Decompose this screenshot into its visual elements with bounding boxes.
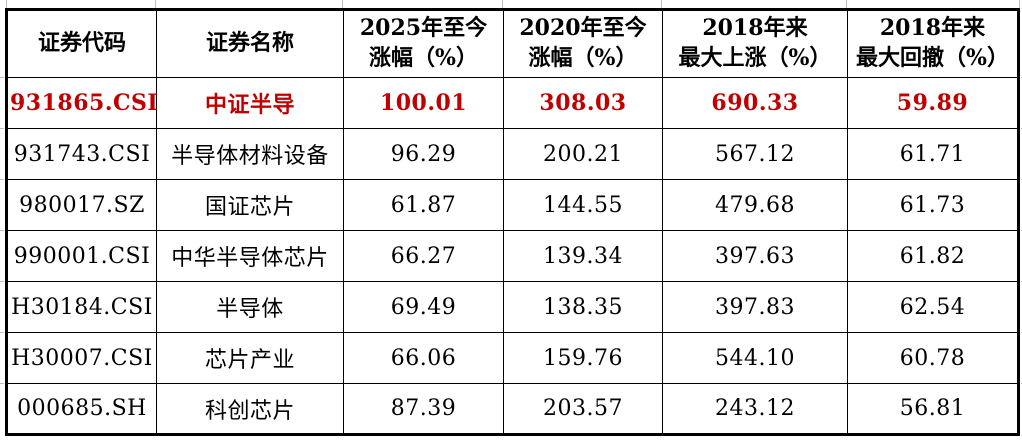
cell-ytd2025: 69.49: [343, 281, 504, 333]
cell-code: 000685.SH: [0, 383, 157, 435]
cell-code: H30184.CSI: [0, 281, 157, 333]
header-row: 证券代码 证券名称 2025年至今 涨幅（%） 2020年至今 涨幅（%） 20…: [5, 0, 1021, 78]
cell-maxrise2018: 690.33: [662, 77, 848, 129]
table-row-highlighted: 931865.CSI 中证半导 100.01 308.03 690.33 59.…: [0, 77, 1022, 129]
table-body: 931865.CSI 中证半导 100.01 308.03 690.33 59.…: [0, 77, 1022, 435]
cell-maxdrawdown2018: 56.81: [847, 383, 1022, 435]
table-row: H30007.CSI 芯片产业 66.06 159.76 544.10 60.7…: [0, 332, 1022, 384]
cell-name: 芯片产业: [156, 332, 344, 384]
index-comparison-table: 证券代码 证券名称 2025年至今 涨幅（%） 2020年至今 涨幅（%） 20…: [0, 0, 1022, 436]
index-comparison-table-region: 证券代码 证券名称 2025年至今 涨幅（%） 2020年至今 涨幅（%） 20…: [0, 0, 1022, 436]
cell-code: 990001.CSI: [0, 230, 157, 282]
cell-name: 国证芯片: [156, 179, 344, 231]
cell-maxdrawdown2018: 59.89: [847, 77, 1022, 129]
cell-code: 931865.CSI: [0, 77, 158, 129]
cell-maxdrawdown2018: 61.82: [847, 230, 1022, 282]
table-row: 980017.SZ 国证芯片 61.87 144.55 479.68 61.73: [0, 179, 1022, 231]
cell-maxdrawdown2018: 60.78: [847, 332, 1022, 384]
cell-maxrise2018: 397.83: [662, 281, 848, 333]
cell-code: 980017.SZ: [0, 179, 157, 231]
cell-maxrise2018: 567.12: [662, 128, 848, 180]
cell-name: 科创芯片: [156, 383, 344, 435]
cell-ytd2025: 96.29: [343, 128, 504, 180]
cell-ytd2025: 66.06: [343, 332, 504, 384]
header-ytd-2025-gain: 2025年至今 涨幅（%）: [342, 0, 504, 78]
cell-maxrise2018: 479.68: [662, 179, 848, 231]
cell-name: 中证半导: [156, 77, 344, 129]
table-row: 931743.CSI 半导体材料设备 96.29 200.21 567.12 6…: [0, 128, 1022, 180]
cell-since2020: 200.21: [503, 128, 663, 180]
cell-since2020: 308.03: [503, 77, 663, 129]
header-since-2020-gain: 2020年至今 涨幅（%）: [502, 0, 663, 78]
cell-since2020: 139.34: [503, 230, 663, 282]
table-row: 000685.SH 科创芯片 87.39 203.57 243.12 56.81: [0, 383, 1022, 435]
cell-maxdrawdown2018: 62.54: [847, 281, 1022, 333]
cell-ytd2025: 66.27: [343, 230, 504, 282]
cell-ytd2025: 100.01: [343, 77, 504, 129]
cell-maxrise2018: 397.63: [662, 230, 848, 282]
cell-code: H30007.CSI: [0, 332, 157, 384]
table-row: 990001.CSI 中华半导体芯片 66.27 139.34 397.63 6…: [0, 230, 1022, 282]
header-max-rise-since-2018: 2018年来 最大上涨（%）: [661, 0, 848, 78]
header-max-drawdown-since-2018: 2018年来 最大回撤（%）: [846, 0, 1021, 78]
table-row: H30184.CSI 半导体 69.49 138.35 397.83 62.54: [0, 281, 1022, 333]
cell-since2020: 159.76: [503, 332, 663, 384]
cell-name: 中华半导体芯片: [156, 230, 344, 282]
cell-maxrise2018: 544.10: [662, 332, 848, 384]
cell-maxdrawdown2018: 61.71: [847, 128, 1022, 180]
cell-maxdrawdown2018: 61.73: [847, 179, 1022, 231]
header-security-name: 证券名称: [155, 0, 344, 78]
cell-code: 931743.CSI: [0, 128, 157, 180]
cell-since2020: 203.57: [503, 383, 663, 435]
cell-since2020: 144.55: [503, 179, 663, 231]
cell-ytd2025: 87.39: [343, 383, 504, 435]
cell-since2020: 138.35: [503, 281, 663, 333]
cell-name: 半导体: [156, 281, 344, 333]
cell-ytd2025: 61.87: [343, 179, 504, 231]
table-header: 证券代码 证券名称 2025年至今 涨幅（%） 2020年至今 涨幅（%） 20…: [5, 0, 1021, 78]
header-security-code: 证券代码: [5, 0, 157, 78]
cell-maxrise2018: 243.12: [662, 383, 848, 435]
cell-name: 半导体材料设备: [156, 128, 344, 180]
